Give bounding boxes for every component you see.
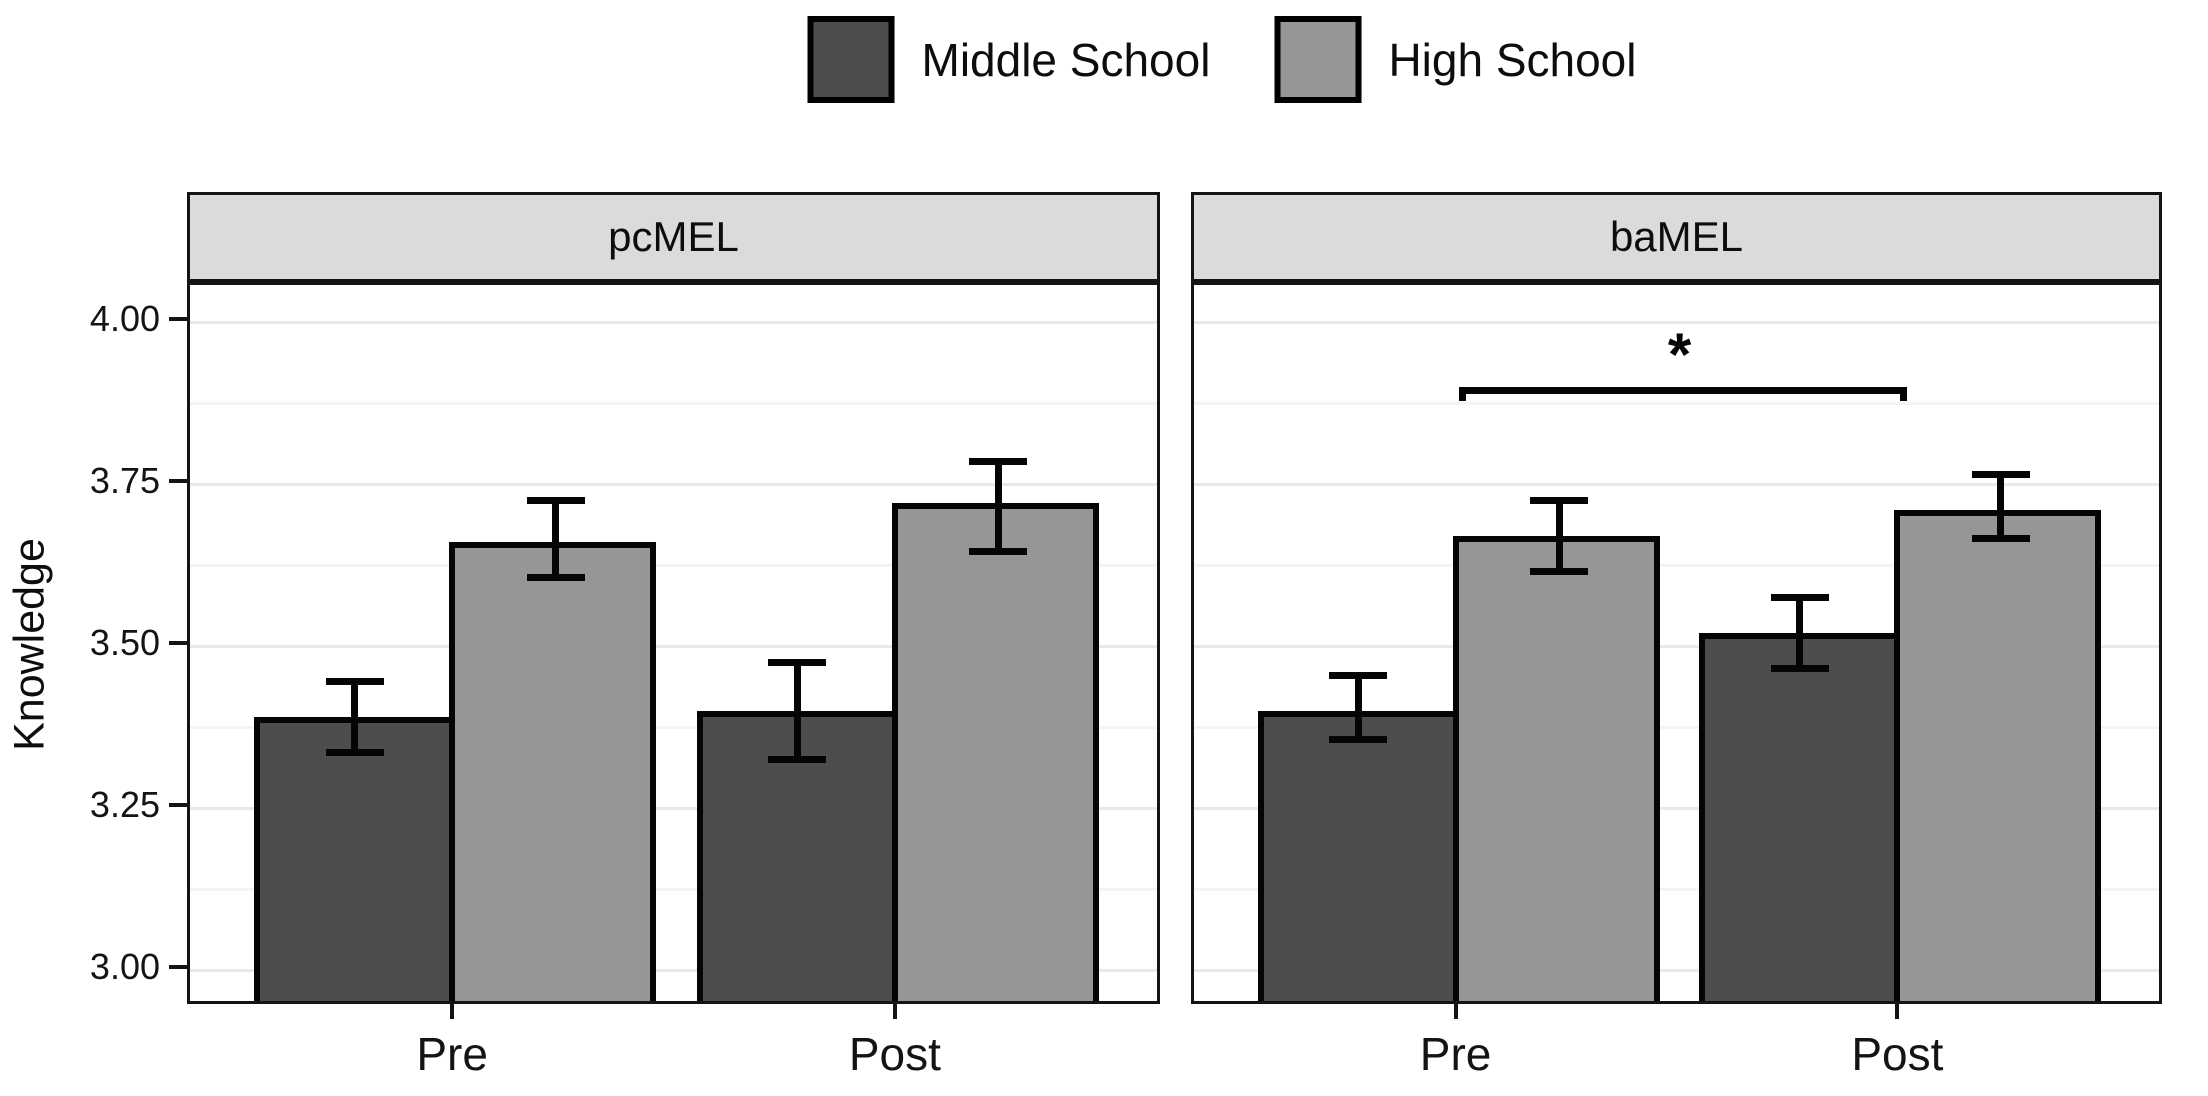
gridline-minor (1194, 401, 2159, 405)
error-bar (1770, 594, 1829, 672)
bar-pcMEL-post-high-school (891, 503, 1099, 1001)
x-tick-mark (1453, 1004, 1458, 1019)
legend-item-middle-school: Middle School (807, 16, 1211, 103)
x-tick-label-pre: Pre (416, 1028, 488, 1080)
bar-baMEL-post-middle-school (1699, 633, 1901, 1001)
x-tick-mark (1895, 1004, 1900, 1019)
x-tick-mark (892, 1004, 897, 1019)
legend-item-high-school: High School (1274, 16, 1636, 103)
y-tick-label: 3.00 (89, 946, 160, 988)
gridline-major (1194, 645, 2159, 648)
facet-strip-baMEL: baMEL (1191, 192, 2162, 282)
gridline-major (190, 645, 1157, 648)
x-tick-label-pre: Pre (1419, 1028, 1492, 1080)
bar-baMEL-post-high-school (1894, 509, 2102, 1001)
gridline-major (1194, 482, 2159, 486)
gridline-major (1194, 807, 2159, 811)
error-bar (768, 658, 827, 763)
significance-bracket-end (1458, 386, 1466, 401)
y-tick-mark (169, 641, 187, 645)
significance-bracket (1458, 386, 1901, 394)
facet-panel-pcMEL (187, 282, 1160, 1004)
error-bar-stem (1997, 471, 2005, 543)
legend-swatch-icon (1274, 16, 1362, 103)
gridline-minor (190, 401, 1157, 405)
error-bar (1530, 496, 1589, 575)
y-tick-mark (169, 965, 187, 970)
error-bar-stem (1796, 594, 1804, 672)
significance-bracket-end (1900, 386, 1908, 401)
error-bar (526, 496, 585, 582)
gridline-minor (1194, 563, 2159, 567)
error-bar-stem (994, 458, 1002, 556)
legend: Middle School High School (807, 16, 1636, 103)
gridline-major (190, 482, 1157, 486)
facet-strip-label: pcMEL (608, 213, 739, 260)
y-tick-label: 3.25 (89, 784, 160, 826)
error-bar-stem (793, 658, 801, 763)
gridline-minor (190, 888, 1157, 892)
y-tick-label: 4.00 (89, 297, 160, 339)
bar-baMEL-pre-high-school (1452, 535, 1660, 1001)
y-tick-mark (169, 478, 187, 483)
x-tick-label-post: Post (848, 1028, 941, 1080)
legend-label: Middle School (921, 33, 1211, 86)
gridline-minor (1194, 726, 2159, 729)
y-tick-mark (169, 803, 187, 808)
error-bar (1971, 471, 2030, 543)
legend-swatch-icon (807, 16, 895, 103)
bar-baMEL-pre-middle-school (1257, 710, 1459, 1001)
x-tick-mark (450, 1004, 455, 1019)
gridline-minor (1194, 888, 2159, 892)
gridline-major (1194, 320, 2159, 324)
gridline-major (1194, 969, 2159, 973)
gridline-major (190, 969, 1157, 973)
error-bar (325, 678, 384, 757)
gridline-major (190, 807, 1157, 811)
y-tick-mark (169, 316, 187, 321)
error-bar (1329, 671, 1388, 744)
bar-pcMEL-pre-high-school (449, 542, 657, 1001)
facet-strip-pcMEL: pcMEL (187, 192, 1160, 282)
error-bar-stem (1354, 671, 1362, 744)
facet-strip-label: baMEL (1609, 213, 1744, 260)
significance-asterisk: * (1667, 320, 1692, 388)
gridline-minor (190, 563, 1157, 567)
facet-panel-baMEL: * (1191, 282, 2162, 1004)
gridline-major (190, 320, 1157, 324)
legend-label: High School (1388, 33, 1637, 86)
error-bar-stem (351, 678, 359, 757)
y-tick-label: 3.50 (89, 622, 160, 663)
x-tick-label-post: Post (1851, 1028, 1944, 1080)
gridline-minor (190, 726, 1157, 729)
y-tick-label: 3.75 (89, 459, 160, 501)
error-bar-stem (1555, 496, 1563, 575)
error-bar (969, 458, 1028, 556)
bar-pcMEL-pre-middle-school (254, 717, 456, 1001)
error-bar-stem (552, 496, 560, 582)
